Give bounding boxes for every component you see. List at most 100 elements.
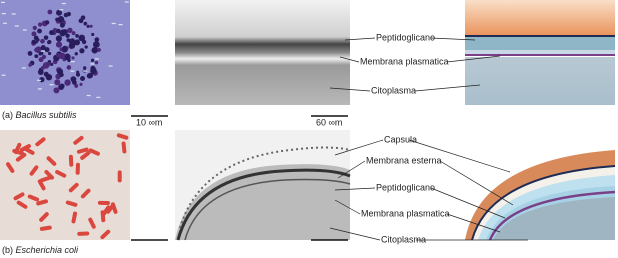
caption-organism: Escherichia coli — [16, 245, 80, 255]
cell — [6, 162, 15, 173]
leader — [339, 55, 501, 63]
cell — [90, 63, 95, 65]
cell — [45, 61, 51, 67]
cell — [38, 57, 44, 63]
cell — [56, 9, 63, 16]
cell — [94, 58, 99, 60]
cell — [56, 28, 61, 34]
cell — [74, 52, 78, 56]
cell — [31, 39, 36, 45]
cell — [14, 25, 19, 27]
cell — [58, 52, 66, 60]
leader — [344, 37, 476, 41]
cell — [106, 203, 115, 214]
cell — [89, 24, 93, 28]
cell — [37, 179, 46, 191]
cell — [41, 54, 47, 59]
cell — [59, 22, 65, 28]
cell — [76, 147, 89, 154]
cell — [100, 210, 106, 223]
cell — [37, 88, 42, 90]
cell — [92, 41, 100, 48]
cell — [90, 58, 95, 62]
leader — [334, 199, 501, 233]
cell — [34, 47, 39, 53]
cell — [40, 38, 45, 44]
cell — [80, 150, 91, 160]
caption-letter: (b) — [2, 245, 13, 255]
cell — [61, 2, 66, 5]
cell — [63, 53, 71, 61]
ecoli-cells — [6, 133, 129, 240]
cell — [36, 79, 41, 81]
cell — [86, 24, 90, 28]
cell — [71, 56, 75, 60]
cell — [19, 144, 31, 152]
cell — [83, 70, 88, 72]
label: Membrana plasmatica — [360, 56, 449, 66]
micrograph-wall-gram-negative — [175, 130, 351, 241]
cell — [121, 141, 127, 154]
cell — [40, 50, 45, 52]
scale-label: 10 ∞m — [136, 117, 162, 127]
cell — [77, 231, 90, 236]
cell — [118, 24, 123, 26]
cell — [124, 1, 129, 3]
cell — [117, 170, 122, 183]
cell — [39, 51, 44, 56]
cell — [75, 34, 79, 38]
cell — [16, 200, 28, 209]
cell — [59, 9, 64, 11]
cell — [79, 82, 83, 86]
cell — [0, 1, 5, 4]
cell — [62, 47, 68, 53]
cell — [76, 70, 80, 74]
label: Membrana esterna — [366, 155, 442, 165]
cell — [43, 35, 49, 40]
micrograph-bacillus — [0, 0, 130, 105]
label: Peptidoglicano — [376, 182, 435, 192]
leader — [334, 139, 511, 173]
cell — [65, 33, 70, 38]
scale-label: 60 ∞m — [316, 117, 342, 127]
cell — [57, 16, 65, 23]
cell — [68, 182, 79, 193]
cell — [84, 45, 88, 49]
cell — [79, 37, 83, 41]
cell — [39, 225, 52, 231]
cell — [96, 96, 101, 99]
label: Capsula — [384, 134, 417, 144]
caption-organism: Bacillus subtilis — [16, 110, 78, 120]
cell — [28, 62, 32, 67]
cell — [29, 165, 39, 176]
label: Peptidoglicano — [376, 32, 435, 42]
cell — [108, 65, 113, 67]
cell — [46, 156, 57, 166]
cell — [67, 27, 73, 33]
cell — [75, 72, 81, 77]
cell — [80, 188, 91, 199]
label: Citoplasma — [371, 85, 416, 95]
cell — [74, 83, 79, 88]
caption: (a) Bacillus subtilis — [2, 110, 77, 120]
cell — [73, 135, 84, 145]
cell — [91, 47, 98, 54]
cell — [22, 29, 27, 31]
cell — [47, 39, 52, 45]
cell — [36, 38, 40, 42]
cell — [97, 200, 110, 205]
wall-diagram-gram-negative — [465, 150, 616, 241]
leader — [329, 84, 481, 92]
cell — [60, 83, 64, 88]
cell — [13, 192, 25, 201]
cell — [37, 22, 43, 27]
cell — [27, 50, 33, 56]
cell — [70, 76, 77, 83]
cell — [83, 21, 88, 26]
cell — [32, 25, 37, 30]
cell — [1, 12, 6, 15]
cell — [49, 84, 54, 86]
cell — [100, 229, 111, 240]
cell — [83, 66, 87, 70]
cell — [2, 22, 7, 24]
